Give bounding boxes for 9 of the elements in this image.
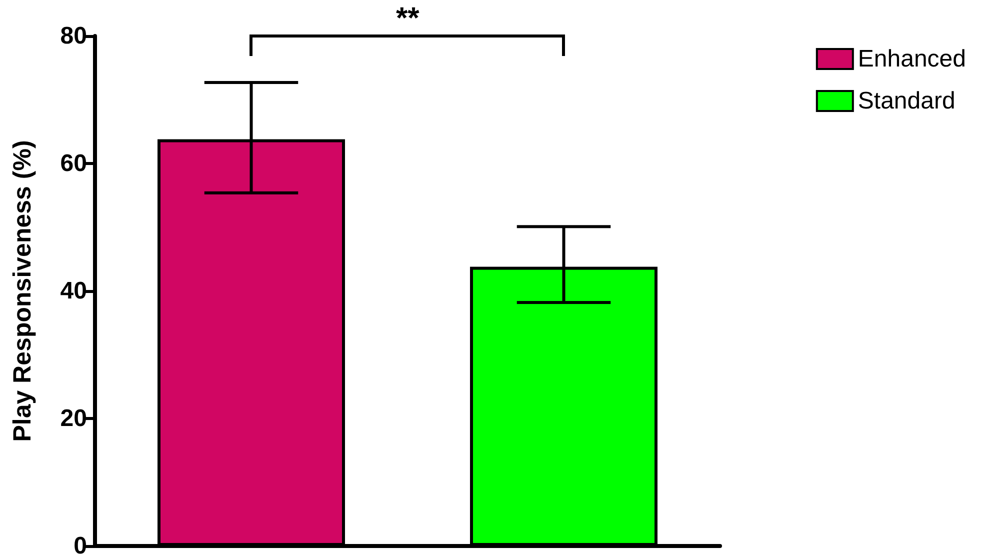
y-axis-title: Play Responsiveness (%) (8, 140, 36, 442)
y-tick-label: 20 (60, 405, 87, 432)
text: ** (396, 2, 420, 36)
y-tick-label: 40 (60, 278, 87, 304)
y-tick-label: 60 (60, 150, 87, 177)
y-tick-label: 0 (74, 532, 87, 560)
y-tick-label: 80 (60, 22, 87, 50)
legend-label: Enhanced (858, 46, 966, 72)
legend-label: Standard (858, 88, 956, 114)
